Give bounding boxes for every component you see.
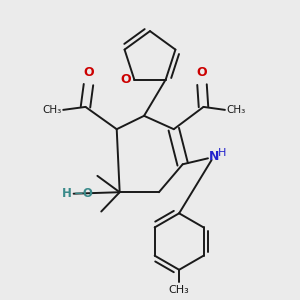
Text: N: N [209,150,219,163]
Text: CH₃: CH₃ [226,105,246,115]
Text: CH₃: CH₃ [43,105,62,115]
Text: O: O [83,66,94,79]
Text: −O: −O [74,187,94,200]
Text: O: O [121,73,131,86]
Text: O: O [197,66,207,79]
Text: H: H [218,148,226,158]
Text: CH₃: CH₃ [169,285,190,295]
Text: H: H [62,187,72,200]
